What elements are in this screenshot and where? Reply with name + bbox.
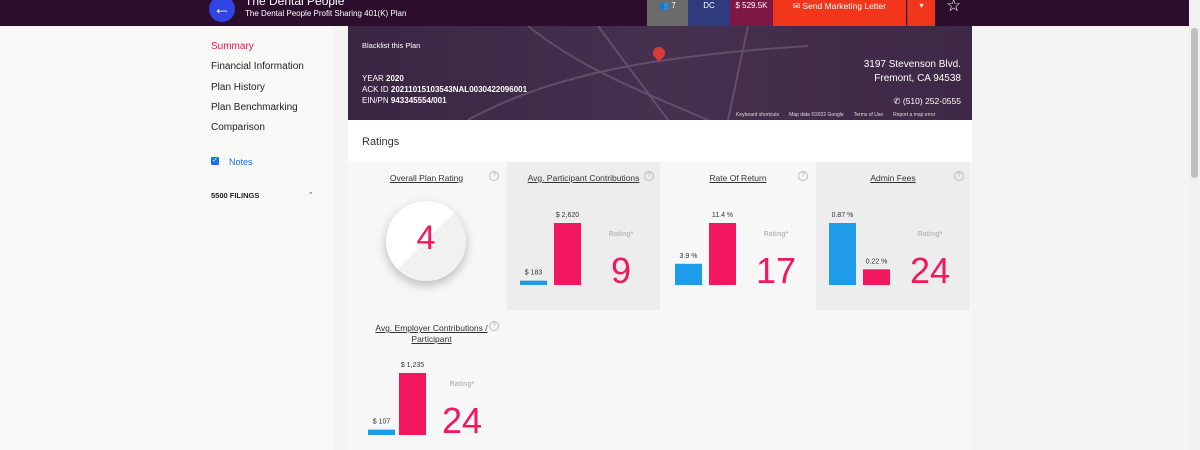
bar xyxy=(368,429,395,435)
bar-label: 0.22 % xyxy=(866,258,888,265)
filings-toggle[interactable]: 5500 FILINGS ˆ xyxy=(211,191,312,200)
contacts-button[interactable]: 👥 7 xyxy=(647,0,688,26)
plan-type: DC xyxy=(703,1,715,10)
bar-label: $ 183 xyxy=(525,270,543,277)
card-title: Admin Fees xyxy=(870,173,916,183)
map-footer-link[interactable]: Terms of Use xyxy=(853,112,884,118)
rating-value: 24 xyxy=(442,400,482,441)
rating-label: Rating* xyxy=(764,231,789,238)
ein-label: EIN/PN xyxy=(362,96,389,105)
send-label: Send Marketing Letter xyxy=(802,1,887,11)
sidebar xyxy=(0,26,334,450)
nav-item[interactable]: Comparison xyxy=(211,122,265,134)
nav-item[interactable]: Plan History xyxy=(211,81,265,93)
scrollbar xyxy=(1189,0,1200,450)
nav-item[interactable]: Plan Benchmarking xyxy=(211,101,298,113)
year-label: YEAR xyxy=(362,74,384,83)
bar xyxy=(554,223,581,285)
ratings-header: Ratings xyxy=(348,120,972,162)
ein-row: EIN/PN 943345554/001 xyxy=(362,96,447,105)
bar xyxy=(863,269,890,285)
rating-value: 24 xyxy=(910,250,950,291)
year-row: YEAR 2020 xyxy=(362,74,404,83)
map-footer-link[interactable]: Report a map error xyxy=(893,112,936,118)
scrollbar-thumb[interactable] xyxy=(1191,28,1198,178)
ein: 943345554/001 xyxy=(390,96,447,105)
rating-value: 17 xyxy=(756,250,796,291)
favorite-star[interactable]: ☆ xyxy=(946,0,962,15)
blacklist-link[interactable]: Blacklist this Plan xyxy=(362,41,421,50)
contacts-count: 7 xyxy=(671,1,676,10)
top-bar xyxy=(0,0,1200,26)
send-dropdown[interactable]: ▾ xyxy=(907,0,935,26)
ratings-title: Ratings xyxy=(362,136,400,148)
rating-label: Rating* xyxy=(450,381,475,388)
address-line1: 3197 Stevenson Blvd. xyxy=(863,59,961,70)
map-footer-link[interactable]: Map data ©2022 Google xyxy=(789,112,844,118)
card-title: Avg. Employer Contributions / Participan… xyxy=(375,323,488,344)
card-title: Rate Of Return xyxy=(709,173,767,183)
rating-value: 9 xyxy=(611,250,631,291)
phone: (510) 252-0555 xyxy=(902,96,961,106)
help-icon[interactable]: ? xyxy=(798,171,808,181)
map-roads xyxy=(467,26,809,120)
bar-label: 3.9 % xyxy=(680,253,698,260)
plan-title: The Dental People xyxy=(245,0,345,8)
bar-label: $ 2,620 xyxy=(556,212,579,219)
ack-label: ACK ID xyxy=(362,85,389,94)
rating-card: Avg. Employer Contributions / Participan… xyxy=(348,312,505,450)
rating-label: Rating* xyxy=(918,231,943,238)
notes-link[interactable]: Notes xyxy=(229,157,253,167)
bar xyxy=(675,263,702,285)
address-line2: Fremont, CA 94538 xyxy=(874,73,961,84)
nav-item[interactable]: Financial Information xyxy=(211,61,304,73)
ack-row: ACK ID 20211015103543NAL0030422096001 xyxy=(362,85,527,94)
ack: 20211015103543NAL0030422096001 xyxy=(390,85,528,94)
rating-card: Rate Of Return? 3.9 % 11.4 % Rating* 17 xyxy=(662,162,814,310)
map-footer: Keyboard shortcuts Map data ©2022 Google T… xyxy=(736,112,945,118)
bar xyxy=(709,223,736,285)
send-button[interactable]: ✉ Send Marketing Letter xyxy=(773,0,906,26)
help-icon[interactable]: ? xyxy=(644,171,654,181)
bar-label: $ 107 xyxy=(373,419,391,426)
back-button[interactable]: ← xyxy=(209,0,235,22)
bar-label: 11.4 % xyxy=(712,212,733,219)
rating-value: 4 xyxy=(416,219,436,257)
card-title: Overall Plan Rating xyxy=(389,173,464,183)
rating-dial: 4 xyxy=(386,201,466,281)
rating-label: Rating* xyxy=(609,231,634,238)
bar-chart: $ 107 $ 1,235 Rating* 24 xyxy=(368,362,482,441)
year: 2020 xyxy=(386,74,404,83)
rating-card: Avg. Participant Contributions? $ 183 $ 2,… xyxy=(507,162,660,310)
plan-subtitle: The Dental People Profit Sharing 401(K) … xyxy=(245,9,407,18)
bar xyxy=(520,280,547,285)
assets-badge: $ 529.5K xyxy=(730,0,773,26)
rating-card: Overall Plan Rating? 4 xyxy=(348,162,505,310)
plan-type-badge: DC xyxy=(688,0,730,26)
filings-label: 5500 FILINGS xyxy=(211,191,260,200)
help-icon[interactable]: ? xyxy=(954,171,964,181)
nav-item[interactable]: Summary xyxy=(211,41,254,52)
help-icon[interactable]: ? xyxy=(489,321,499,331)
phone-row: ✆ (510) 252-0555 xyxy=(893,96,961,106)
bar-chart: $ 183 $ 2,620 Rating* 9 xyxy=(520,212,634,291)
bar-chart: 0.87 % 0.22 % Rating* 24 xyxy=(829,212,950,291)
bar-label: $ 1,235 xyxy=(401,362,424,369)
map-footer-link[interactable]: Keyboard shortcuts xyxy=(736,112,780,118)
bar xyxy=(829,223,856,285)
rating-card: Admin Fees? 0.87 % 0.22 % Rating* 24 xyxy=(816,162,970,310)
map-header: Blacklist this Plan YEAR 2020 ACK ID 202… xyxy=(348,26,972,120)
help-icon[interactable]: ? xyxy=(489,171,499,181)
caret: ˆ xyxy=(309,191,312,200)
notes-checkbox[interactable]: ✓ xyxy=(211,157,219,165)
card-title: Avg. Participant Contributions xyxy=(527,173,640,183)
assets: $ 529.5K xyxy=(735,1,768,10)
bar xyxy=(399,373,426,435)
bar-label: 0.87 % xyxy=(832,212,854,219)
bar-chart: 3.9 % 11.4 % Rating* 17 xyxy=(675,212,796,291)
